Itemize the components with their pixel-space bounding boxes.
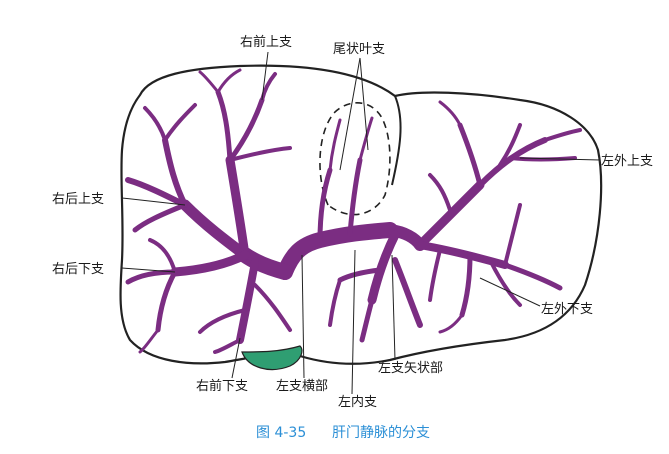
gallbladder (241, 345, 303, 371)
lobe-fissure (391, 95, 402, 186)
label-left-lateral-inferior: 左外下支 (541, 302, 593, 317)
label-right-anterior-superior: 右前上支 (240, 34, 292, 50)
caudate-lobe-outline (319, 102, 391, 216)
caption-title: 肝门静脉的分支 (332, 425, 430, 441)
label-left-lateral-superior: 左外上支 (601, 154, 653, 169)
label-right-posterior-superior: 右后上支 (52, 192, 104, 207)
label-right-anterior-inferior: 右前下支 (196, 378, 248, 394)
label-left-transverse-part: 左支横部 (276, 379, 328, 394)
label-right-posterior-inferior: 右后下支 (52, 262, 104, 277)
caption-number: 图 4-35 (256, 425, 306, 441)
label-left-medial-branch: 左内支 (338, 394, 377, 410)
leader-lines (121, 51, 601, 395)
liver-outline (119, 64, 603, 365)
label-left-sagittal-part: 左支矢状部 (378, 361, 443, 376)
label-caudate-branch: 尾状叶支 (333, 42, 385, 57)
